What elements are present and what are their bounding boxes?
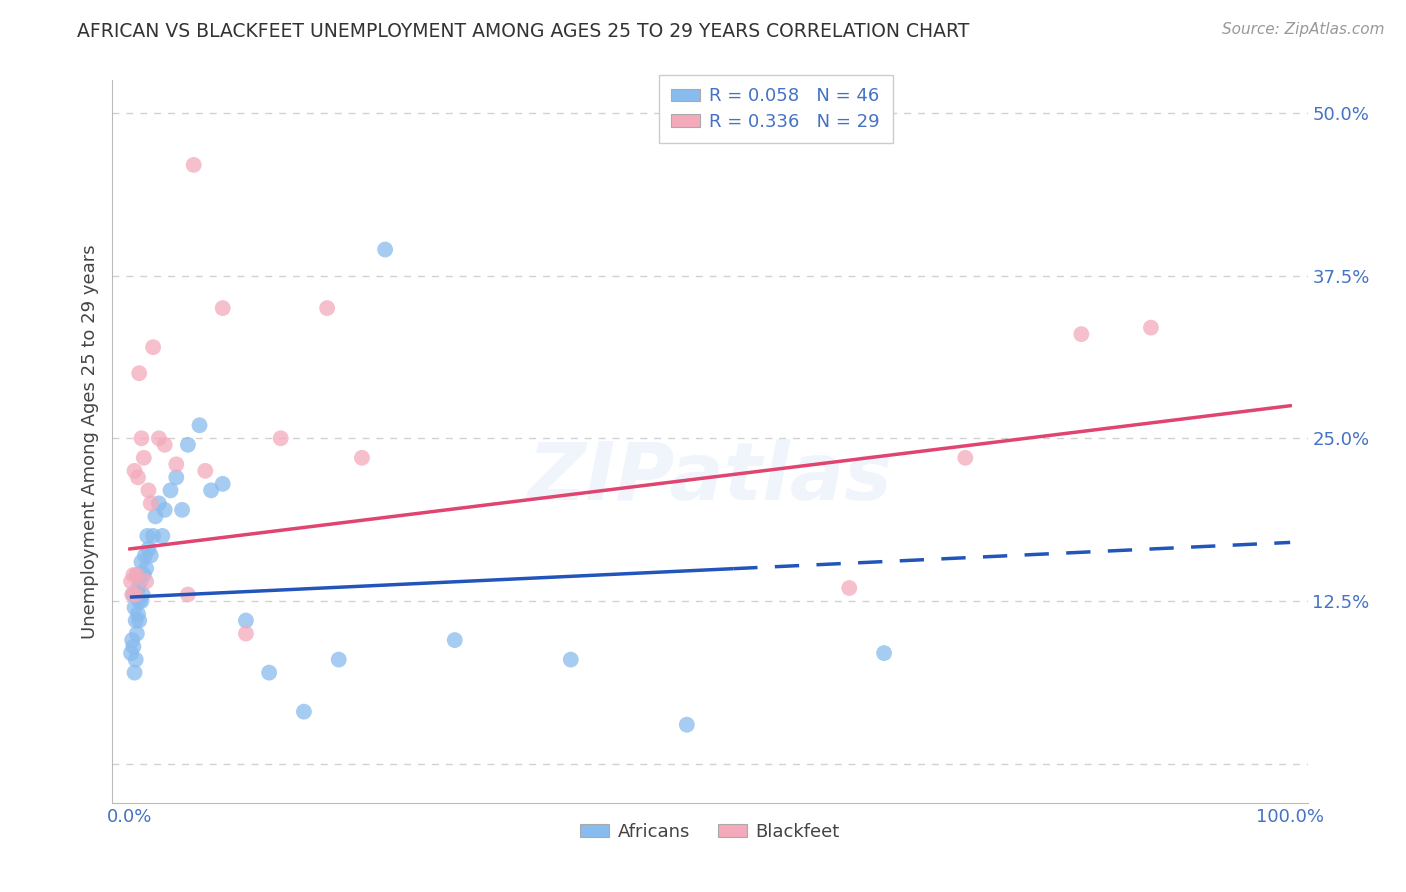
Point	[125, 587, 148, 601]
Point	[138, 483, 160, 498]
Point	[128, 614, 150, 628]
Point	[873, 646, 896, 660]
Point	[955, 450, 977, 465]
Point	[165, 470, 187, 484]
Point	[120, 574, 142, 589]
Point	[148, 431, 170, 445]
Point	[132, 450, 155, 465]
Text: ZIPatlas: ZIPatlas	[527, 439, 893, 516]
Point	[183, 158, 205, 172]
Point	[132, 568, 155, 582]
Point	[177, 438, 200, 452]
Legend: Africans, Blackfeet: Africans, Blackfeet	[574, 815, 846, 848]
Point	[138, 541, 160, 556]
Point	[128, 594, 150, 608]
Point	[131, 594, 153, 608]
Point	[125, 652, 148, 666]
Point	[127, 470, 149, 484]
Point	[125, 587, 148, 601]
Point	[838, 581, 860, 595]
Point	[135, 574, 157, 589]
Point	[135, 561, 157, 575]
Point	[145, 509, 167, 524]
Point	[127, 581, 149, 595]
Point	[211, 301, 233, 315]
Point	[328, 652, 350, 666]
Point	[128, 366, 150, 380]
Point	[136, 529, 159, 543]
Point	[292, 705, 315, 719]
Point	[153, 438, 176, 452]
Point	[122, 568, 145, 582]
Point	[125, 568, 148, 582]
Point	[125, 626, 148, 640]
Y-axis label: Unemployment Among Ages 25 to 29 years: Unemployment Among Ages 25 to 29 years	[80, 244, 98, 639]
Point	[131, 431, 153, 445]
Point	[124, 665, 146, 680]
Point	[148, 496, 170, 510]
Point	[235, 626, 257, 640]
Point	[159, 483, 181, 498]
Point	[177, 587, 200, 601]
Point	[172, 503, 194, 517]
Point	[1070, 327, 1092, 342]
Point	[131, 587, 153, 601]
Text: AFRICAN VS BLACKFEET UNEMPLOYMENT AMONG AGES 25 TO 29 YEARS CORRELATION CHART: AFRICAN VS BLACKFEET UNEMPLOYMENT AMONG …	[77, 22, 970, 41]
Point	[121, 633, 143, 648]
Point	[153, 503, 176, 517]
Point	[121, 587, 143, 601]
Point	[443, 633, 465, 648]
Point	[194, 464, 217, 478]
Point	[134, 549, 156, 563]
Point	[139, 549, 162, 563]
Point	[257, 665, 280, 680]
Point	[129, 574, 152, 589]
Point	[124, 464, 146, 478]
Point	[350, 450, 373, 465]
Point	[120, 646, 142, 660]
Point	[270, 431, 292, 445]
Point	[139, 496, 162, 510]
Point	[1140, 320, 1163, 334]
Point	[560, 652, 582, 666]
Point	[200, 483, 222, 498]
Point	[131, 555, 153, 569]
Point	[122, 587, 145, 601]
Point	[122, 640, 145, 654]
Point	[188, 418, 211, 433]
Point	[211, 476, 233, 491]
Point	[125, 614, 148, 628]
Text: Source: ZipAtlas.com: Source: ZipAtlas.com	[1222, 22, 1385, 37]
Point	[142, 529, 165, 543]
Point	[374, 243, 396, 257]
Point	[316, 301, 339, 315]
Point	[124, 600, 146, 615]
Point	[127, 607, 149, 621]
Point	[150, 529, 173, 543]
Point	[142, 340, 165, 354]
Point	[125, 568, 148, 582]
Point	[165, 458, 187, 472]
Point	[675, 717, 697, 731]
Point	[235, 614, 257, 628]
